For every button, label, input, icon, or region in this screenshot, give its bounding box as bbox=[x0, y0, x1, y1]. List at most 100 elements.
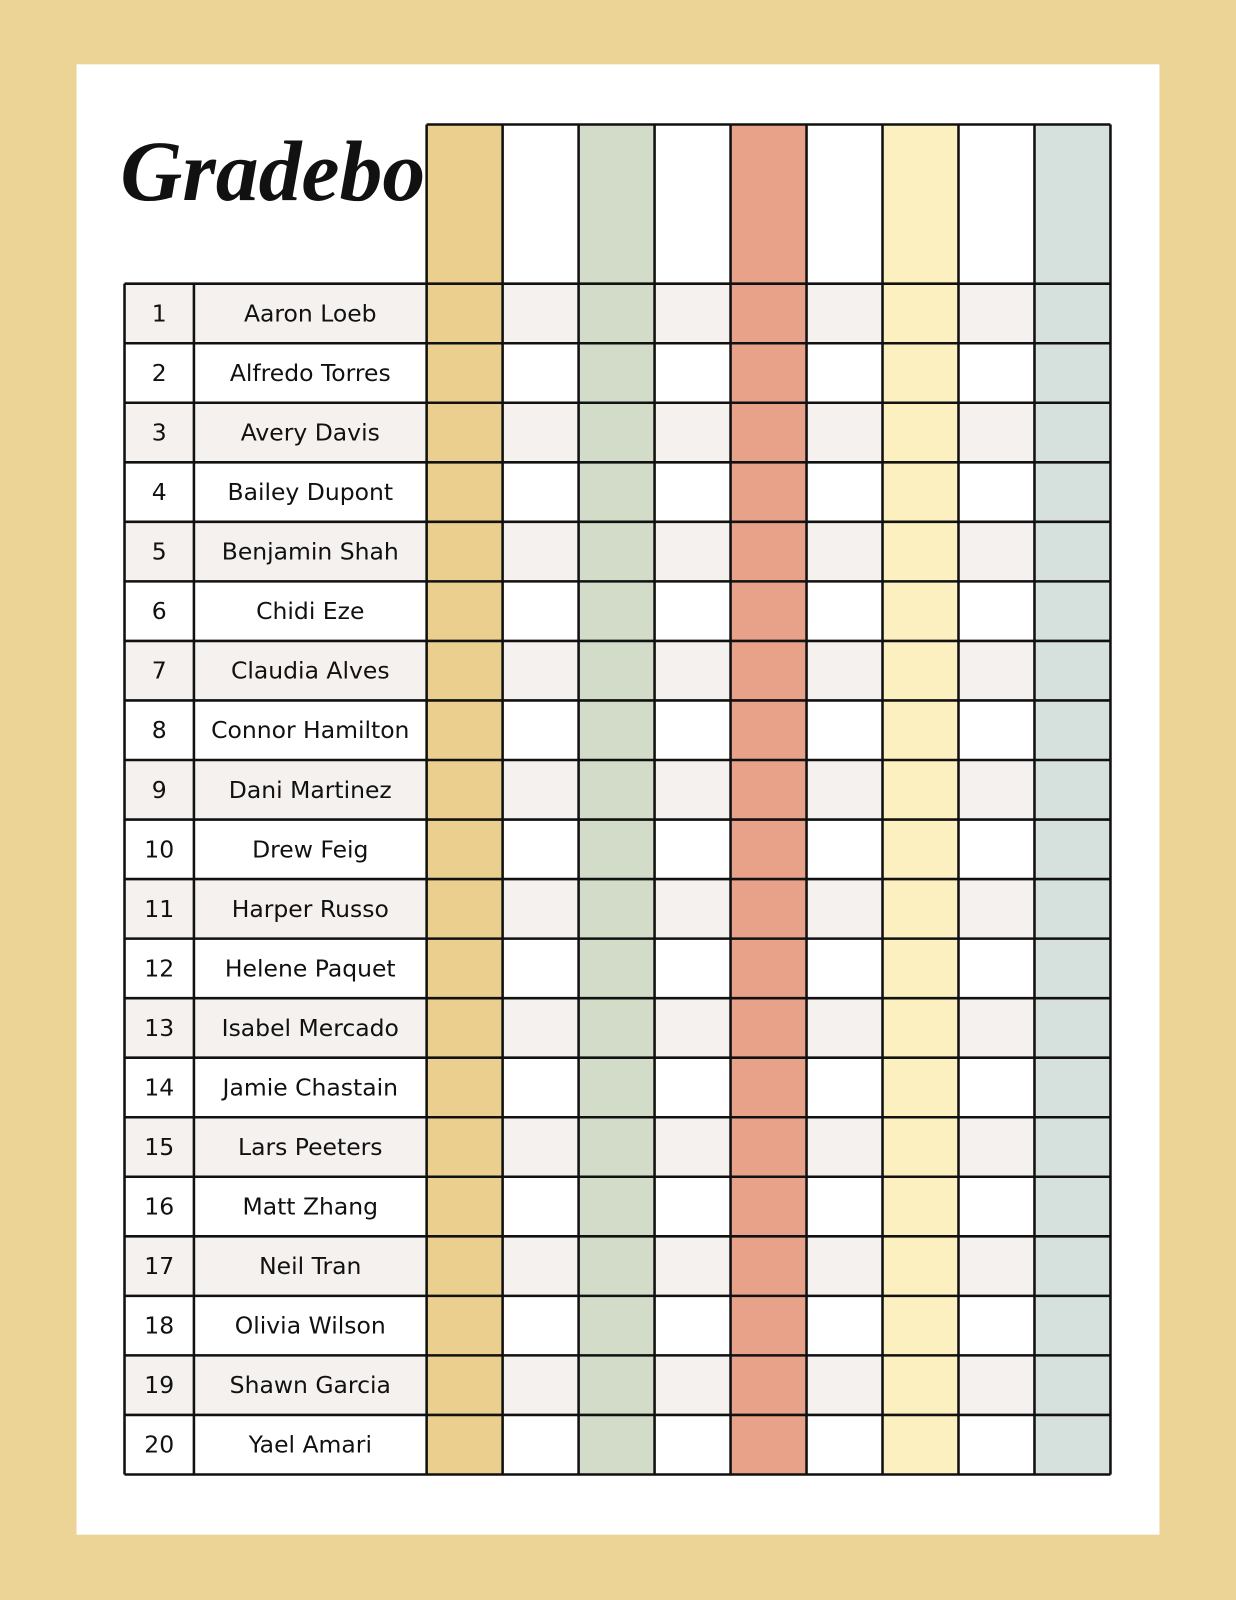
grade-cell bbox=[882, 819, 959, 880]
student-name: Olivia Wilson bbox=[235, 1312, 386, 1340]
grade-cell bbox=[654, 760, 731, 820]
student-name: Helene Paquet bbox=[225, 954, 396, 982]
grade-cell bbox=[502, 283, 579, 344]
grade-cell bbox=[806, 1057, 883, 1118]
row-number: 13 bbox=[144, 1014, 174, 1042]
grade-cell bbox=[882, 640, 959, 701]
grade-cell bbox=[502, 1176, 579, 1237]
student-name: Chidi Eze bbox=[256, 597, 364, 625]
number-cell bbox=[124, 402, 194, 463]
row-number: 17 bbox=[144, 1252, 174, 1280]
grade-cell bbox=[1034, 1057, 1111, 1118]
grade-cell bbox=[1034, 819, 1111, 880]
header-cell bbox=[806, 124, 883, 284]
grade-cell bbox=[654, 521, 731, 582]
grade-cell bbox=[806, 462, 883, 522]
row-number: 5 bbox=[152, 538, 167, 566]
grade-cell bbox=[1034, 581, 1111, 641]
student-name: Connor Hamilton bbox=[211, 716, 409, 744]
grade-cell bbox=[958, 879, 1035, 939]
grade-cell bbox=[806, 1236, 883, 1296]
grade-cell bbox=[806, 402, 883, 463]
name-cell bbox=[193, 521, 427, 582]
grade-cell bbox=[806, 521, 883, 582]
grade-cell bbox=[882, 760, 959, 820]
student-name: Harper Russo bbox=[232, 895, 389, 923]
number-cell bbox=[124, 343, 194, 403]
grade-cell bbox=[426, 700, 503, 760]
grade-cell bbox=[882, 581, 959, 641]
grade-cell bbox=[426, 462, 503, 522]
number-cell bbox=[124, 998, 194, 1058]
grade-cell bbox=[882, 1176, 959, 1237]
grade-cell bbox=[806, 819, 883, 880]
grade-cell bbox=[958, 1295, 1035, 1356]
grade-cell bbox=[578, 1355, 655, 1415]
name-cell bbox=[193, 1355, 427, 1415]
grade-cell bbox=[578, 1414, 655, 1475]
grade-cell bbox=[426, 998, 503, 1058]
student-name: Benjamin Shah bbox=[222, 538, 399, 566]
header-cell bbox=[578, 124, 655, 284]
number-cell bbox=[124, 640, 194, 701]
grade-cell bbox=[426, 819, 503, 880]
row-number: 15 bbox=[144, 1133, 174, 1161]
header-cell bbox=[1034, 124, 1111, 284]
grade-cell bbox=[958, 521, 1035, 582]
grade-cell bbox=[806, 283, 883, 344]
grade-cell bbox=[502, 1355, 579, 1415]
grade-cell bbox=[1034, 402, 1111, 463]
grade-cell bbox=[578, 640, 655, 701]
grade-cell bbox=[730, 402, 807, 463]
grade-cell bbox=[502, 462, 579, 522]
grade-cell bbox=[578, 700, 655, 760]
number-cell bbox=[124, 1355, 194, 1415]
grade-cell bbox=[806, 938, 883, 999]
row-number: 6 bbox=[152, 597, 167, 625]
grade-cell bbox=[1034, 521, 1111, 582]
grade-cell bbox=[578, 521, 655, 582]
name-cell bbox=[193, 640, 427, 701]
row-number: 11 bbox=[144, 895, 174, 923]
grade-cell bbox=[730, 640, 807, 701]
grade-cell bbox=[654, 1414, 731, 1475]
grade-cell bbox=[730, 1355, 807, 1415]
grade-cell bbox=[730, 521, 807, 582]
grade-cell bbox=[502, 343, 579, 403]
grade-cell bbox=[426, 938, 503, 999]
grade-cell bbox=[958, 1057, 1035, 1118]
student-name: Alfredo Torres bbox=[230, 359, 391, 387]
number-cell bbox=[124, 1176, 194, 1237]
grade-cell bbox=[654, 640, 731, 701]
grade-cell bbox=[578, 1236, 655, 1296]
grade-cell bbox=[654, 1236, 731, 1296]
grade-cell bbox=[654, 938, 731, 999]
grade-cell bbox=[1034, 640, 1111, 701]
header-cell bbox=[426, 124, 503, 284]
grade-cell bbox=[578, 879, 655, 939]
grade-cell bbox=[654, 879, 731, 939]
student-name: Bailey Dupont bbox=[227, 478, 393, 506]
number-cell bbox=[124, 760, 194, 820]
grade-cell bbox=[578, 402, 655, 463]
grade-cell bbox=[1034, 760, 1111, 820]
grade-cell bbox=[502, 700, 579, 760]
student-name: Neil Tran bbox=[259, 1252, 361, 1280]
grade-cell bbox=[654, 1057, 731, 1118]
student-name: Claudia Alves bbox=[231, 657, 390, 685]
number-cell bbox=[124, 581, 194, 641]
grade-cell bbox=[654, 998, 731, 1058]
grade-cell bbox=[654, 819, 731, 880]
grade-cell bbox=[654, 700, 731, 760]
grade-cell bbox=[1034, 700, 1111, 760]
grade-cell bbox=[806, 1295, 883, 1356]
name-cell bbox=[193, 1057, 427, 1118]
name-cell bbox=[193, 819, 427, 880]
grade-cell bbox=[578, 1295, 655, 1356]
grade-cell bbox=[958, 998, 1035, 1058]
grade-cell bbox=[882, 1295, 959, 1356]
grade-cell bbox=[958, 640, 1035, 701]
row-number: 18 bbox=[144, 1312, 174, 1340]
